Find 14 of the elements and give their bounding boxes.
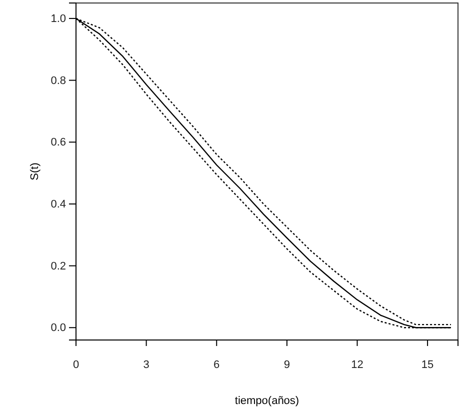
x-tick-label: 6 [214,358,220,371]
y-tick-label: 0.4 [50,198,66,210]
x-tick-label: 3 [143,358,150,371]
x-tick-label: 15 [421,358,434,371]
x-tick-label: 9 [284,358,290,371]
x-tick-label: 0 [72,358,80,371]
y-axis-title: S(t) [29,162,41,180]
y-tick-label: 0.0 [50,322,66,334]
y-tick-label: 0.6 [50,136,66,149]
y-tick-label: 1.0 [50,12,66,25]
y-tick-label: 0.2 [50,260,66,272]
x-axis-title: tiempo(años) [234,395,300,407]
x-tick-label: 12 [351,358,364,371]
y-tick-label: 0.8 [50,74,66,87]
